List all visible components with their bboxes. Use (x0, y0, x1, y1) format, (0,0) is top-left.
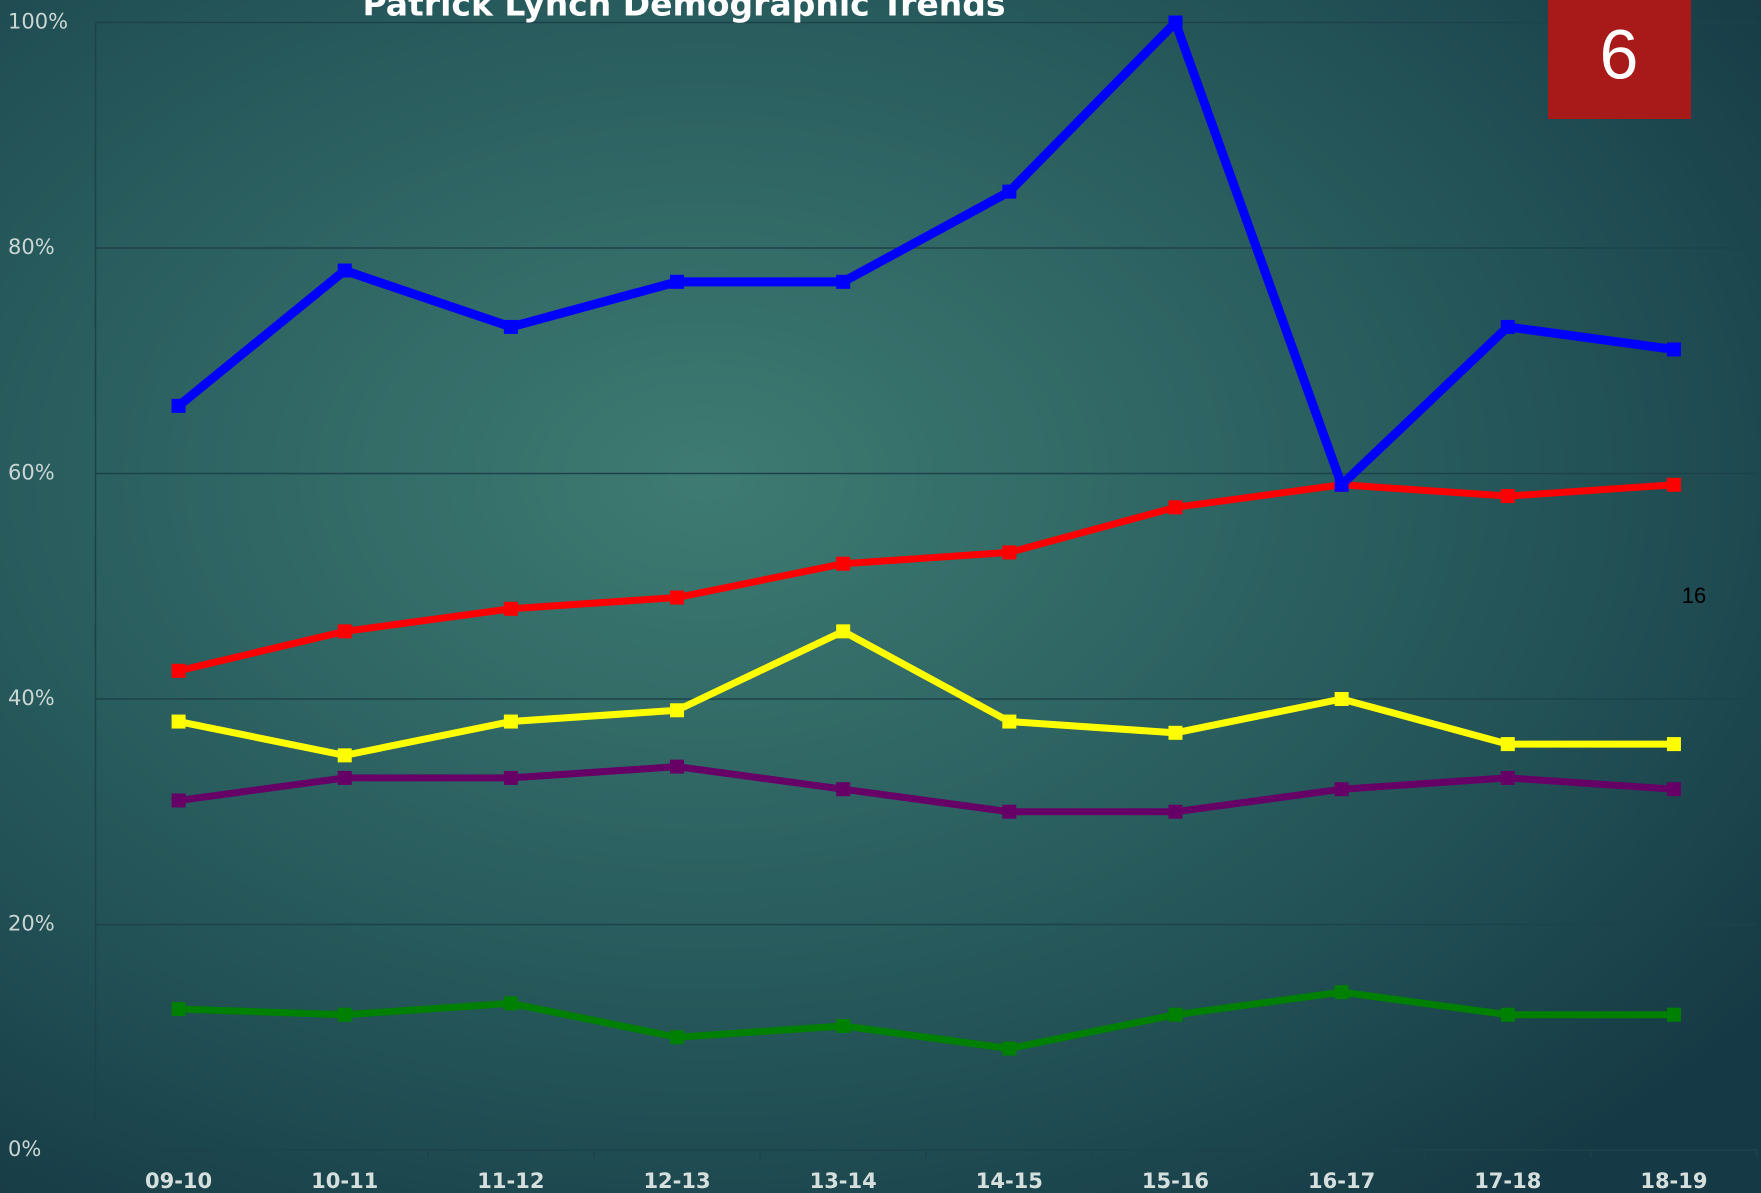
series-marker (1002, 1041, 1017, 1056)
series-marker (836, 274, 851, 289)
series-marker (836, 556, 851, 571)
series-marker (1500, 489, 1515, 504)
x-tick-label: 17-18 (1474, 1169, 1541, 1193)
series-marker (503, 601, 518, 616)
y-tick-label: 100% (8, 10, 68, 34)
y-tick-label: 0% (8, 1137, 41, 1161)
x-tick-label: 10-11 (311, 1169, 378, 1193)
series-marker (171, 793, 186, 808)
series-marker (1334, 692, 1349, 706)
series-marker (670, 703, 685, 718)
series-line (178, 763, 1675, 816)
series-line (177, 627, 1674, 759)
series-marker (670, 1030, 685, 1045)
series-line (175, 18, 1675, 490)
series-marker (1168, 804, 1183, 819)
x-tick-label: 09-10 (145, 1169, 212, 1193)
series-line (178, 988, 1674, 1053)
series-marker (836, 782, 851, 797)
series-marker (1168, 500, 1183, 515)
series-marker (1500, 319, 1515, 334)
annotation: 16 (1682, 583, 1706, 608)
series-marker (1002, 545, 1017, 560)
series-marker (836, 624, 851, 639)
series-marker (337, 748, 352, 763)
x-tick-label: 12-13 (643, 1169, 710, 1193)
series-marker (503, 770, 518, 785)
series-marker (1334, 985, 1349, 1000)
x-tick-label: 15-16 (1142, 1169, 1209, 1193)
series-marker (1334, 477, 1349, 492)
x-tick-label: 11-12 (477, 1169, 544, 1193)
y-tick-label: 80% (8, 235, 55, 259)
series-marker (1002, 184, 1017, 199)
series-marker (503, 996, 518, 1011)
series-marker (1168, 725, 1183, 740)
series-marker (1500, 737, 1515, 752)
series-marker (1002, 804, 1017, 819)
series-marker (1168, 15, 1183, 30)
series-marker (503, 714, 518, 729)
series-marker (1168, 1007, 1183, 1022)
slide-number: 6 (1600, 15, 1639, 93)
series-line (177, 481, 1675, 675)
series-marker (1334, 782, 1349, 797)
y-tick-label: 60% (8, 461, 55, 485)
series-marker (337, 263, 352, 278)
x-tick-label: 13-14 (810, 1169, 877, 1193)
series-marker (1666, 782, 1681, 797)
series-marker (1666, 737, 1681, 752)
series-marker (1666, 342, 1681, 357)
series-marker (670, 274, 685, 289)
series-marker (1500, 770, 1515, 785)
series-marker (337, 1007, 352, 1022)
y-tick-label: 40% (8, 686, 55, 710)
series-marker (670, 590, 685, 605)
y-tick-label: 20% (8, 912, 55, 936)
series-marker (171, 663, 186, 678)
series-marker (670, 759, 685, 774)
series-marker (1500, 1007, 1515, 1022)
series-marker (337, 624, 352, 639)
series-marker (171, 714, 186, 729)
x-tick-label: 14-15 (976, 1169, 1043, 1193)
series-marker (1002, 714, 1017, 729)
x-tick-label: 16-17 (1308, 1169, 1375, 1193)
series-marker (337, 770, 352, 785)
x-tick-label: 18-19 (1640, 1169, 1707, 1193)
chart-title: Patrick Lynch Demographic Trends (362, 0, 1005, 24)
series-marker (171, 398, 186, 413)
series-marker (171, 1002, 186, 1017)
series-marker (836, 1018, 851, 1033)
series-marker (503, 319, 518, 334)
series-marker (1666, 1007, 1681, 1022)
series-marker (1666, 477, 1681, 492)
slide-number-box (1548, 0, 1691, 119)
